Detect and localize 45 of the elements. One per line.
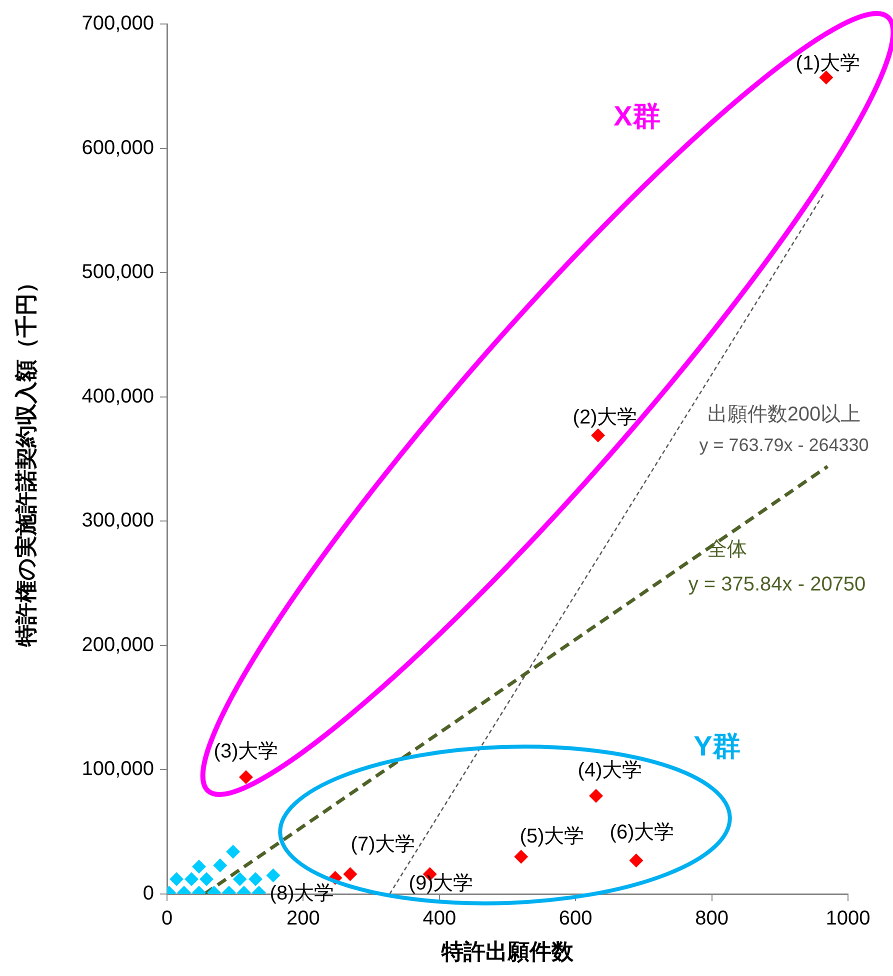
- annotation: (5)大学: [520, 826, 584, 848]
- annotation: (6)大学: [610, 822, 674, 844]
- annotation: y = 375.84x - 20750: [688, 574, 866, 596]
- y-tick-label: 300,000: [82, 510, 154, 532]
- annotation: (2)大学: [572, 406, 638, 429]
- y-tick-label: 0: [142, 882, 154, 905]
- y-tick-label: 100,000: [82, 758, 154, 780]
- annotation: Y群: [694, 730, 740, 762]
- annotation: X群: [614, 100, 660, 132]
- point: [589, 788, 604, 803]
- y-tick-label: 700,000: [82, 12, 154, 35]
- x-tick-label: 600: [558, 908, 592, 930]
- point: [192, 860, 206, 874]
- y-tick-label: 400,000: [82, 385, 154, 408]
- point: [226, 844, 240, 859]
- point: [248, 872, 263, 886]
- point: [213, 858, 228, 872]
- annotation: y = 763.79x - 264330: [699, 434, 869, 455]
- point: [591, 428, 606, 442]
- point: [238, 770, 253, 784]
- annotation: (1)大学: [796, 52, 860, 75]
- annotation: (7)大学: [350, 834, 416, 856]
- x-axis-title: 特許出願件数: [440, 938, 574, 964]
- y-tick-label: 200,000: [82, 634, 154, 656]
- x-tick-label: 400: [422, 908, 456, 930]
- y-tick-label: 500,000: [82, 261, 154, 284]
- point: [514, 850, 528, 864]
- point: [343, 867, 358, 882]
- point: [184, 872, 199, 886]
- x-tick-label: 1000: [826, 908, 870, 930]
- y-axis-title: 特許権の実施許諾契約収入額（千円）: [13, 272, 38, 648]
- point: [629, 853, 644, 868]
- annotation: 出願件数200以上: [707, 404, 861, 426]
- x-tick-label: 800: [695, 908, 728, 930]
- point: [170, 872, 184, 886]
- annotation: (9)大学: [408, 872, 474, 895]
- point: [232, 872, 247, 886]
- point: [200, 872, 214, 886]
- x-tick-label: 0: [161, 908, 173, 930]
- annotation: (3)大学: [214, 740, 278, 763]
- y-tick-label: 600,000: [82, 136, 154, 159]
- annotation: (8)大学: [270, 882, 334, 905]
- x-tick-label: 200: [286, 908, 320, 930]
- annotation: (4)大学: [578, 760, 642, 782]
- point: [266, 868, 280, 882]
